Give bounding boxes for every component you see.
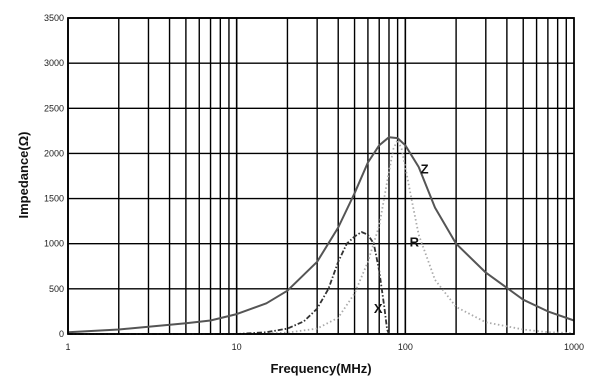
y-tick-label: 2500 bbox=[44, 103, 64, 113]
plot-frame bbox=[67, 17, 575, 335]
series-group bbox=[67, 136, 575, 335]
x-tick-label: 1000 bbox=[564, 342, 584, 352]
tick-labels: 1 10 100 1000 0 500 1000 1500 2000 2500 3000 3500 bbox=[44, 13, 584, 352]
x-axis-title: Frequency(MHz) bbox=[270, 361, 371, 376]
y-tick-label: 500 bbox=[49, 284, 64, 294]
series-annotations: Z R X bbox=[374, 161, 429, 316]
x-tick-label: 1 bbox=[65, 342, 70, 352]
y-tick-label: 3000 bbox=[44, 58, 64, 68]
series-line-x bbox=[68, 231, 390, 335]
x-tick-label: 10 bbox=[232, 342, 242, 352]
x-tick-label: 100 bbox=[398, 342, 413, 352]
series-line-r bbox=[68, 139, 575, 335]
series-label-r: R bbox=[410, 234, 420, 249]
grid bbox=[67, 17, 574, 335]
plot-border bbox=[67, 17, 575, 335]
y-tick-label: 1500 bbox=[44, 194, 64, 204]
series-label-z: Z bbox=[421, 161, 429, 176]
y-tick-label: 1000 bbox=[44, 239, 64, 249]
y-tick-label: 3500 bbox=[44, 13, 64, 23]
y-tick-label: 2000 bbox=[44, 148, 64, 158]
y-axis-title: Impedance(Ω) bbox=[16, 132, 31, 219]
series-line-z bbox=[67, 136, 575, 334]
y-tick-label: 0 bbox=[59, 329, 64, 339]
series-label-x: X bbox=[374, 301, 383, 316]
